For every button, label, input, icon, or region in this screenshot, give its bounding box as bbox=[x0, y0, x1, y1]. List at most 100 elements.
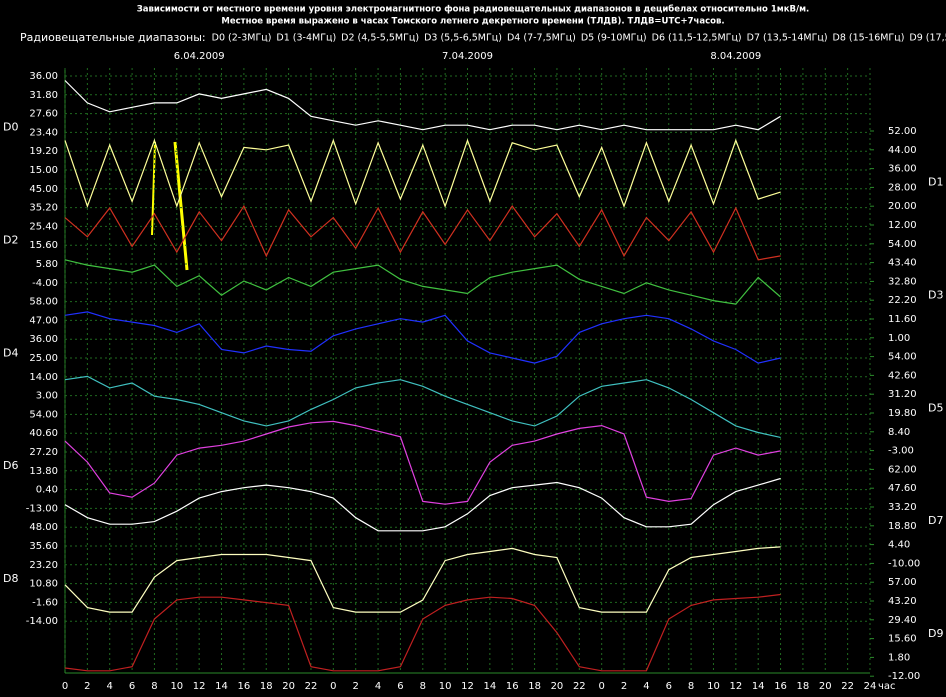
legend-entry: D1 (3-4МГц) bbox=[276, 33, 336, 44]
legend-entry: D0 (2-3МГц) bbox=[212, 33, 272, 44]
series-line bbox=[64, 138, 781, 209]
x-tick-label: 10 bbox=[170, 681, 183, 692]
y-tick-label: 19.20 bbox=[29, 146, 58, 157]
x-tick-label: 12 bbox=[193, 681, 206, 692]
y-tick-label: 4.40 bbox=[888, 540, 910, 551]
axis-label: D6 bbox=[3, 459, 18, 472]
legend: Радиовещательные диапазоны: D0 (2-3МГц) D… bbox=[20, 31, 946, 44]
y-tick-label: 57.00 bbox=[888, 577, 917, 588]
x-tick-label: 4 bbox=[375, 681, 381, 692]
y-tick-label: -1.60 bbox=[32, 597, 58, 608]
legend-entry: D7 (13,5-14МГц) bbox=[747, 33, 828, 44]
y-tick-label: 11.60 bbox=[888, 314, 917, 325]
x-tick-label: 22 bbox=[841, 681, 854, 692]
axis-label: D9 bbox=[928, 627, 943, 640]
series-line bbox=[64, 420, 781, 505]
x-tick-label: 18 bbox=[528, 681, 541, 692]
legend-entry: D9 (17,5-18МГц) bbox=[909, 33, 946, 44]
y-tick-label: 45.00 bbox=[29, 184, 58, 195]
y-tick-label: 27.60 bbox=[29, 109, 58, 120]
y-tick-label: 12.00 bbox=[888, 220, 917, 231]
y-tick-label: 5.80 bbox=[36, 259, 58, 270]
x-tick-label: 12 bbox=[729, 681, 742, 692]
y-tick-label: 32.80 bbox=[888, 276, 917, 287]
y-tick-label: 52.00 bbox=[888, 126, 917, 137]
x-tick-label: 18 bbox=[260, 681, 273, 692]
y-tick-label: 25.40 bbox=[29, 221, 58, 232]
axis-label: D4 bbox=[3, 346, 18, 359]
y-tick-label: 18.80 bbox=[888, 521, 917, 532]
x-tick-label: 4 bbox=[643, 681, 649, 692]
legend-entry: D3 (5,5-6,5МГц) bbox=[424, 33, 502, 44]
x-tick-label: 6 bbox=[666, 681, 672, 692]
series-line bbox=[64, 375, 781, 438]
y-tick-label: -3.00 bbox=[888, 446, 914, 457]
axis-label: D1 bbox=[928, 176, 943, 189]
y-tick-label: 36.00 bbox=[888, 164, 917, 175]
x-tick-label: 0 bbox=[330, 681, 336, 692]
y-tick-label: 10.80 bbox=[29, 579, 58, 590]
x-axis-unit: час bbox=[878, 681, 896, 692]
y-tick-label: 13.80 bbox=[29, 466, 58, 477]
y-tick-label: 29.40 bbox=[888, 615, 917, 626]
axis-label: D8 bbox=[3, 572, 18, 585]
y-tick-label: 1.80 bbox=[888, 652, 910, 663]
x-tick-label: 14 bbox=[215, 681, 228, 692]
x-tick-label: 14 bbox=[483, 681, 496, 692]
y-tick-label: 27.20 bbox=[29, 447, 58, 458]
y-tick-label: 47.00 bbox=[29, 315, 58, 326]
y-tick-label: -12.00 bbox=[888, 671, 920, 682]
x-tick-label: 6 bbox=[397, 681, 403, 692]
x-tick-label: 10 bbox=[439, 681, 452, 692]
y-tick-label: 40.60 bbox=[29, 428, 58, 439]
legend-entry: D4 (7-7,5МГц) bbox=[507, 33, 576, 44]
axis-label: D3 bbox=[928, 289, 943, 302]
y-tick-label: 44.00 bbox=[888, 145, 917, 156]
axis-label: D7 bbox=[928, 514, 943, 527]
x-tick-label: 8 bbox=[420, 681, 426, 692]
y-tick-label: -4.00 bbox=[32, 278, 58, 289]
series-line bbox=[64, 477, 781, 532]
y-tick-label: 36.00 bbox=[29, 334, 58, 345]
y-tick-label: 47.60 bbox=[888, 483, 917, 494]
x-tick-label: 24 bbox=[864, 681, 877, 692]
x-tick-label: 20 bbox=[282, 681, 295, 692]
date-label: 6.04.2009 bbox=[174, 51, 225, 62]
date-label: 7.04.2009 bbox=[442, 51, 493, 62]
series-line bbox=[64, 80, 781, 131]
axis-label: D5 bbox=[928, 401, 943, 414]
legend-title: Радиовещательные диапазоны: bbox=[20, 31, 206, 44]
x-tick-label: 14 bbox=[752, 681, 765, 692]
y-tick-label: 62.00 bbox=[888, 464, 917, 475]
x-tick-label: 22 bbox=[305, 681, 318, 692]
series-line bbox=[64, 311, 781, 364]
x-tick-label: 16 bbox=[506, 681, 519, 692]
y-tick-label: 35.20 bbox=[29, 203, 58, 214]
x-tick-label: 18 bbox=[797, 681, 810, 692]
y-tick-label: 43.40 bbox=[888, 258, 917, 269]
y-tick-label: 31.80 bbox=[29, 90, 58, 101]
y-tick-label: 42.60 bbox=[888, 370, 917, 381]
legend-entry: D6 (11,5-12,5МГц) bbox=[652, 33, 742, 44]
y-tick-label: 43.20 bbox=[888, 596, 917, 607]
x-tick-label: 2 bbox=[84, 681, 90, 692]
y-tick-label: 33.20 bbox=[888, 502, 917, 513]
series-line bbox=[64, 204, 781, 261]
x-tick-label: 0 bbox=[62, 681, 68, 692]
x-tick-label: 0 bbox=[598, 681, 604, 692]
x-tick-label: 16 bbox=[238, 681, 251, 692]
y-tick-label: 20.00 bbox=[888, 201, 917, 212]
y-tick-label: 31.20 bbox=[888, 389, 917, 400]
y-tick-label: 8.40 bbox=[888, 427, 910, 438]
y-tick-label: 48.00 bbox=[29, 522, 58, 533]
y-tick-label: 54.00 bbox=[888, 239, 917, 250]
legend-entry: D8 (15-16МГц) bbox=[833, 33, 905, 44]
y-tick-label: -14.00 bbox=[26, 616, 58, 627]
x-tick-label: 12 bbox=[461, 681, 474, 692]
series-line bbox=[64, 546, 781, 613]
x-tick-label: 2 bbox=[353, 681, 359, 692]
series-line bbox=[64, 593, 781, 672]
series-line bbox=[64, 259, 781, 305]
y-tick-label: 54.00 bbox=[888, 352, 917, 363]
